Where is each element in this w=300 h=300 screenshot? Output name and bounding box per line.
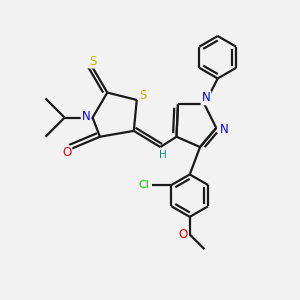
Text: H: H xyxy=(159,150,167,160)
Text: N: N xyxy=(82,110,91,123)
Text: N: N xyxy=(202,92,210,104)
Text: O: O xyxy=(62,146,71,159)
Text: Cl: Cl xyxy=(139,180,149,190)
Text: S: S xyxy=(140,89,147,102)
Text: O: O xyxy=(178,228,188,241)
Text: N: N xyxy=(220,123,229,136)
Text: S: S xyxy=(89,55,96,68)
